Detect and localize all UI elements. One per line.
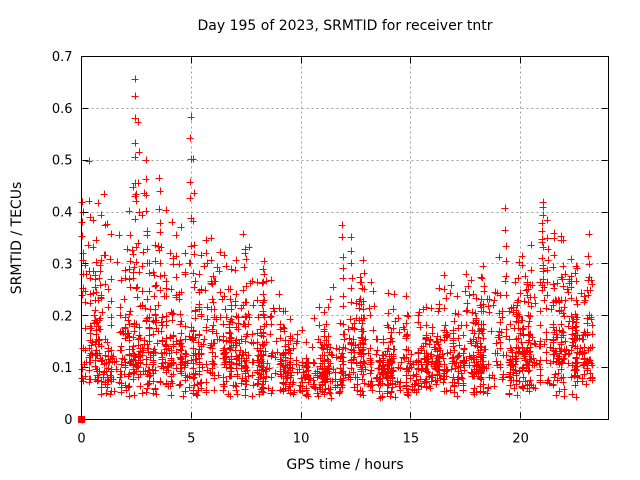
y-axis-label: SRMTID / TECUs bbox=[9, 182, 25, 295]
grid-line-set bbox=[81, 56, 609, 420]
x-axis-label: GPS time / hours bbox=[286, 457, 403, 473]
chart-title: Day 195 of 2023, SRMTID for receiver tnt… bbox=[197, 18, 492, 34]
y-tick-label: 0.7 bbox=[52, 50, 73, 65]
axis-ticks bbox=[81, 56, 608, 420]
y-tick-label: 0.5 bbox=[52, 154, 73, 169]
gridlines bbox=[81, 56, 609, 420]
x-tick-label: 10 bbox=[293, 432, 310, 447]
scatter-markers bbox=[78, 75, 596, 424]
data-points bbox=[78, 75, 596, 424]
y-tick-label: 0 bbox=[64, 413, 72, 428]
y-tick-label: 0.2 bbox=[52, 309, 73, 324]
axis-tick-labels: 0 5 10 15 20 0 0.1 0.2 0.3 0.4 0.5 0.6 0.7 bbox=[52, 50, 529, 447]
x-tick-label: 15 bbox=[403, 432, 420, 447]
y-tick-label: 0.3 bbox=[52, 257, 73, 272]
y-tick-label: 0.6 bbox=[52, 102, 73, 117]
tick-mark-set bbox=[81, 56, 608, 420]
y-tick-label: 0.1 bbox=[52, 361, 73, 376]
x-tick-label: 20 bbox=[512, 432, 529, 447]
x-tick-label: 5 bbox=[187, 432, 195, 447]
y-tick-label: 0.4 bbox=[52, 206, 73, 221]
plot-border bbox=[81, 56, 609, 420]
x-tick-label: 0 bbox=[77, 432, 85, 447]
